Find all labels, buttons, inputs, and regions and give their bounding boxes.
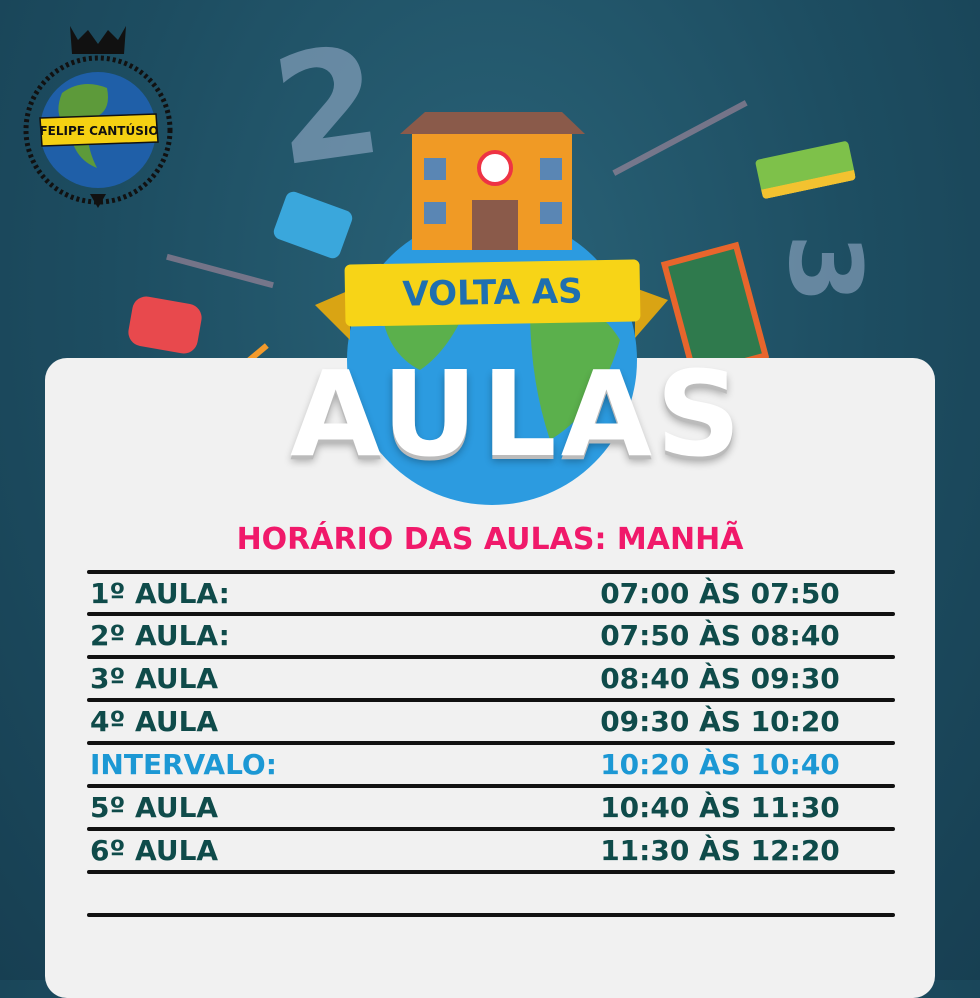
row-time: 07:00 ÀS 07:50 (600, 577, 840, 610)
schedule-row: 2º AULA: 07:50 ÀS 08:40 (90, 614, 850, 657)
row-label: 1º AULA: (90, 577, 230, 610)
schedule-title: HORÁRIO DAS AULAS: MANHÃ (236, 522, 744, 557)
schedule-row: 5º AULA 10:40 ÀS 11:30 (90, 786, 850, 829)
felipe-cantusio-logo: FELIPE CANTÚSIO (23, 26, 173, 208)
row-time: 11:30 ÀS 12:20 (600, 834, 840, 867)
divider (87, 570, 895, 574)
divider (87, 913, 895, 917)
divider (87, 827, 895, 831)
row-label: 2º AULA: (90, 619, 230, 652)
divider (87, 698, 895, 702)
backpack-icon (126, 294, 204, 356)
row-time: 10:20 ÀS 10:40 (600, 748, 840, 781)
divider (87, 870, 895, 874)
schedule-row: 6º AULA 11:30 ÀS 12:20 (90, 829, 850, 872)
divider (87, 655, 895, 659)
books-icon (754, 140, 857, 200)
logo-banner-text: FELIPE CANTÚSIO (39, 123, 158, 138)
row-time: 09:30 ÀS 10:20 (600, 705, 840, 738)
row-label: 3º AULA (90, 662, 219, 695)
row-label: 4º AULA (90, 705, 219, 738)
chalk-stroke (166, 253, 274, 289)
hero-big-title: AULAS (290, 345, 746, 483)
row-label: INTERVALO: (90, 748, 277, 781)
row-time: 07:50 ÀS 08:40 (600, 619, 840, 652)
row-time: 08:40 ÀS 09:30 (600, 662, 840, 695)
schedule-row: 4º AULA 09:30 ÀS 10:20 (90, 700, 850, 743)
row-label: 6º AULA (90, 834, 219, 867)
divider (87, 784, 895, 788)
chalk-number-3: 3 (766, 233, 884, 304)
divider (87, 741, 895, 745)
row-label: 5º AULA (90, 791, 219, 824)
crown-icon (70, 26, 126, 54)
divider (87, 612, 895, 616)
schedule-row-break: INTERVALO: 10:20 ÀS 10:40 (90, 743, 850, 786)
ribbon-title: VOLTA AS (344, 259, 641, 327)
schedule-row: 1º AULA: 07:00 ÀS 07:50 (90, 572, 850, 615)
schedule-row: 3º AULA 08:40 ÀS 09:30 (90, 657, 850, 700)
row-time: 10:40 ÀS 11:30 (600, 791, 840, 824)
